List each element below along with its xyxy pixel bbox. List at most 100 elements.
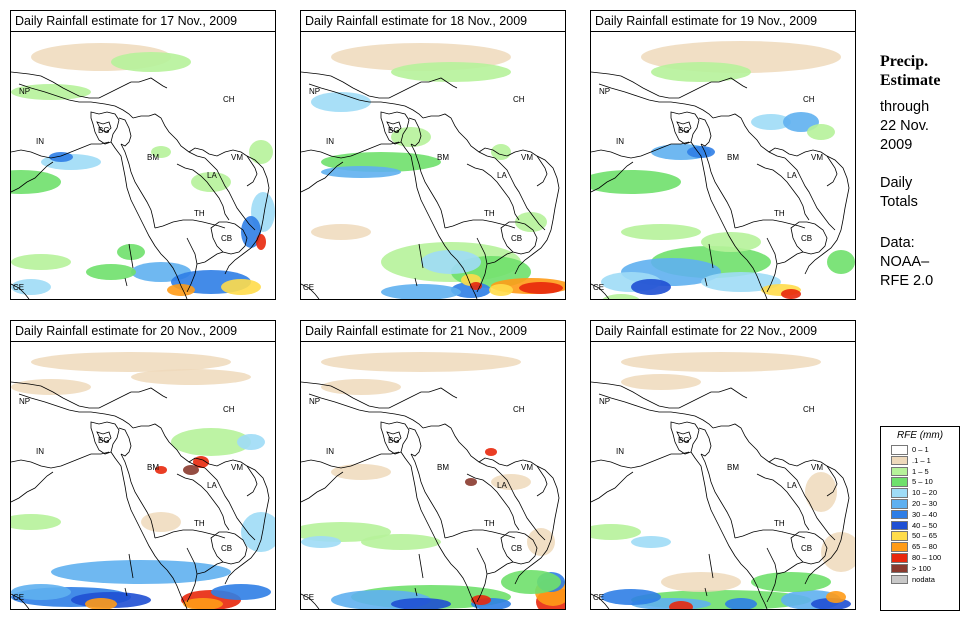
country-label-bg: BG [98,126,110,135]
country-label-ch: CH [803,95,815,104]
border-line [591,593,610,609]
border-line [11,593,30,609]
border-line [11,141,110,159]
rain-patch [11,170,61,194]
rain-patch [221,279,261,295]
rain-patch [381,284,461,299]
country-borders [301,381,560,609]
rain-patch [391,598,451,609]
country-label-ce: CE [13,283,25,292]
border-line [444,219,516,229]
border-line [11,451,110,469]
border-line [670,111,700,145]
rain-patch [781,289,801,299]
border-line [118,427,132,457]
legend-label: 5 – 10 [912,477,933,487]
country-label-ce: CE [593,283,605,292]
rain-patch [826,591,846,603]
rain-patch [621,224,701,240]
rain-patch [331,464,391,480]
border-line [670,421,700,455]
totals-label: Totals [880,194,918,210]
legend-row: 80 – 100 [881,552,959,563]
border-line [120,143,156,229]
legend-label: 50 – 65 [912,531,938,541]
border-line [124,587,128,597]
legend-swatch [891,498,908,509]
rain-patches [591,41,855,299]
border-line [804,155,850,275]
country-label-la: LA [207,481,217,490]
border-line [308,393,381,413]
country-label-np: NP [19,87,31,96]
rain-patch [193,456,209,468]
country-label-bm: BM [147,153,159,162]
border-line [196,251,224,265]
border-line [466,473,520,531]
rain-patch [701,272,781,292]
border-line [591,161,634,193]
rain-patches [301,352,565,609]
country-label-in: IN [326,447,334,456]
border-line [591,141,690,159]
daily-label: Daily [880,175,913,191]
border-line [486,251,514,265]
rain-patch [191,172,231,192]
border-line [591,381,748,409]
data-source-text: Data: NOAA– RFE 2.0 [880,234,933,291]
data-label: Data: [880,235,915,251]
country-borders [591,71,850,299]
border-line [204,467,256,541]
rain-patches [11,352,275,609]
rain-patch [167,284,195,296]
panel-title: Daily Rainfall estimate for 18 Nov., 200… [301,11,565,32]
border-line [486,561,514,575]
border-line [418,553,424,579]
border-line [124,277,128,287]
legend-swatch [891,445,908,455]
border-line [756,473,810,531]
border-line [90,111,120,145]
source-line-1: NOAA– [880,254,930,270]
rain-patch [621,374,701,390]
border-line [301,471,344,503]
rain-patch [131,369,251,385]
country-label-vm: VM [521,463,533,472]
legend-label: .1 – 1 [912,455,931,465]
country-label-bg: BG [388,436,400,445]
through-date-line-2: 2009 [880,137,913,153]
legend-label: > 100 [912,563,931,573]
border-line [301,141,400,159]
country-label-bg: BG [678,126,690,135]
rain-patch [11,514,61,530]
rainfall-map-svg [591,41,855,299]
border-line [514,465,560,585]
country-label-th: TH [774,519,785,528]
border-line [224,465,270,585]
rain-patch [471,595,491,605]
rain-patch [321,166,401,178]
country-label-cb: CB [801,544,813,553]
legend-swatch [891,455,908,466]
border-line [380,111,410,145]
legend-row: .1 – 1 [881,455,959,466]
border-line [90,101,134,119]
country-label-np: NP [19,397,31,406]
rain-patch [155,466,167,474]
border-line [301,451,400,469]
border-line [700,143,736,229]
rain-patch [601,589,661,605]
country-label-la: LA [787,481,797,490]
legend-row: 40 – 50 [881,520,959,531]
border-line [708,553,714,579]
rain-patch [421,250,481,274]
legend-label: 40 – 50 [912,520,938,530]
rain-patch [183,598,223,609]
legend-row: nodata [881,574,959,585]
rainfall-map-svg [11,43,275,299]
legend-swatch [891,531,908,541]
border-line [154,219,226,229]
panel-title: Daily Rainfall estimate for 21 Nov., 200… [301,321,565,342]
country-label-ch: CH [223,405,235,414]
rain-patch [301,536,341,548]
